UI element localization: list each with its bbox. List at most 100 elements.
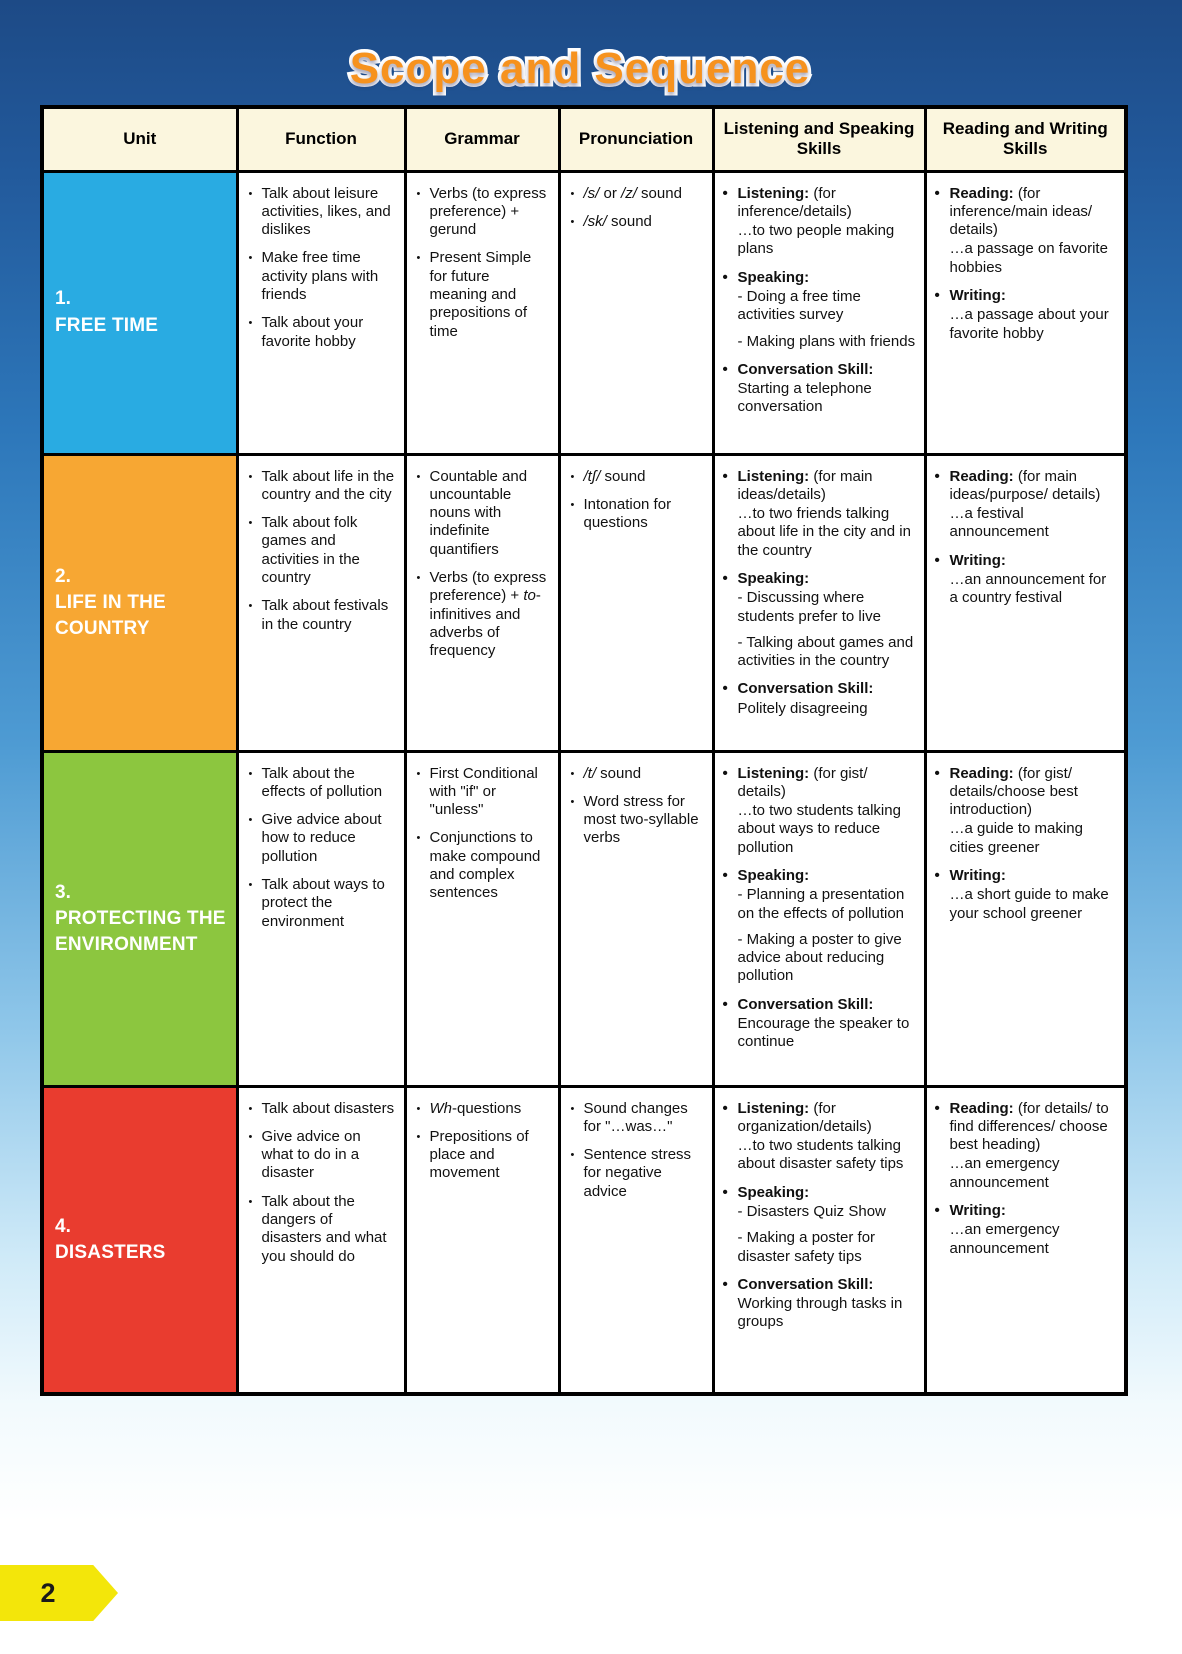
bullet-item: • Give advice on what to do in a disaster xyxy=(248,1127,361,1182)
unit-title: DISASTERS xyxy=(55,1242,166,1264)
column-header: Listening and Speaking Skills xyxy=(711,105,927,173)
bullet-icon: • xyxy=(248,1102,253,1115)
skill-item: • Speaking: - Planning a presentation on t… xyxy=(722,866,905,985)
skill-item: • Speaking: - Doing a free time activities… xyxy=(722,268,916,350)
listening-speaking-cell: • Listening: (for organization/details) …t… xyxy=(711,1084,927,1396)
reading-writing-cell: • Reading: (for inference/main ideas/ det… xyxy=(923,169,1128,456)
skill-item: • Speaking: - Discussing where students pr… xyxy=(722,569,914,670)
column-header: Pronunciation xyxy=(557,105,715,173)
bullet-icon: • xyxy=(416,252,421,265)
unit-title: FREE TIME xyxy=(55,314,159,336)
unit-cell: 2. LIFE IN THE COUNTRY xyxy=(40,452,239,753)
unit-title: PROTECTING THE ENVIRONMENT xyxy=(55,908,226,955)
bullet-item: • Talk about festivals in the country xyxy=(248,597,389,633)
reading-writing-cell: • Reading: (for gist/ details/choose best… xyxy=(923,749,1128,1088)
bullet-icon: • xyxy=(570,795,575,808)
bullet-item: • Sound changes for "…was…" xyxy=(570,1099,688,1135)
column-header: Function xyxy=(235,105,407,173)
bullet-icon: • xyxy=(934,467,940,485)
bullet-icon: • xyxy=(934,184,940,202)
skill-item: • Listening: (for gist/ details) …to two s… xyxy=(722,764,901,856)
bullet-icon: • xyxy=(248,1195,253,1208)
grammar-cell: • Verbs (to express preference) + gerund •… xyxy=(403,169,561,456)
bullet-item: • Verbs (to express preference) + gerund xyxy=(416,184,547,239)
bullet-icon: • xyxy=(722,1183,728,1201)
bullet-icon: • xyxy=(722,866,728,884)
skill-item: • Reading: (for inference/main ideas/ det… xyxy=(934,184,1108,276)
bullet-icon: • xyxy=(416,1102,421,1115)
bullet-icon: • xyxy=(722,184,728,202)
table-header-row: Unit Function Grammar Pronunciation Listenin… xyxy=(40,105,1128,173)
skill-item: • Conversation Skill: Politely disagreeing xyxy=(722,680,874,717)
skill-item: • Writing: …a passage about your favorite … xyxy=(934,286,1109,342)
column-header: Unit xyxy=(40,105,239,173)
bullet-icon: • xyxy=(934,764,940,782)
unit-title: LIFE IN THE COUNTRY xyxy=(55,592,166,639)
bullet-icon: • xyxy=(248,600,253,613)
function-cell: • Talk about life in the country and the … xyxy=(235,452,407,753)
function-cell: • Talk about disasters • Give advice on wha… xyxy=(235,1084,407,1396)
bullet-item: • Talk about leisure activities, likes, a… xyxy=(248,184,391,239)
bullet-icon: • xyxy=(248,252,253,265)
bullet-icon: • xyxy=(934,551,940,569)
bullet-icon: • xyxy=(248,1130,253,1143)
bullet-item: • Talk about the dangers of disasters and… xyxy=(248,1192,387,1265)
skill-item: • Writing: …an emergency announcement xyxy=(934,1201,1060,1257)
bullet-icon: • xyxy=(934,286,940,304)
column-header: Reading and Writing Skills xyxy=(923,105,1128,173)
skill-item: • Listening: (for organization/details) …t… xyxy=(722,1099,904,1173)
bullet-icon: • xyxy=(722,680,728,698)
skill-item: • Conversation Skill: Working through task… xyxy=(722,1275,903,1331)
bullet-item: • Word stress for most two-syllable verbs xyxy=(570,792,699,847)
unit-number: 4. xyxy=(55,1215,71,1237)
skill-item: • Conversation Skill: Starting a telephone… xyxy=(722,360,874,416)
bullet-item: • Talk about your favorite hobby xyxy=(248,314,364,350)
bullet-icon: • xyxy=(416,832,421,845)
bullet-item: • Talk about the effects of pollution xyxy=(248,764,383,800)
bullet-item: • Countable and uncountable nouns with in… xyxy=(416,467,528,558)
bullet-item: •/t/ sound xyxy=(570,764,642,782)
unit-row: 2. LIFE IN THE COUNTRY • Talk about life in… xyxy=(40,452,1128,753)
unit-cell: 4. DISASTERS xyxy=(40,1084,239,1396)
bullet-icon: • xyxy=(416,1130,421,1143)
bullet-item: • Talk about life in the country and the … xyxy=(248,467,395,503)
skill-item: • Reading: (for details/ to find differen… xyxy=(934,1099,1109,1191)
pronunciation-cell: •/t/ sound • Word stress for most two-syll… xyxy=(557,749,715,1088)
bullet-icon: • xyxy=(570,470,575,483)
bullet-icon: • xyxy=(248,187,253,200)
reading-writing-cell: • Reading: (for main ideas/purpose/ detai… xyxy=(923,452,1128,753)
unit-number: 1. xyxy=(55,288,71,310)
unit-number: 2. xyxy=(55,565,71,587)
bullet-icon: • xyxy=(248,517,253,530)
bullet-item: • Present Simple for future meaning and p… xyxy=(416,249,532,340)
bullet-icon: • xyxy=(722,1275,728,1293)
bullet-item: • Give advice about how to reduce polluti… xyxy=(248,811,382,865)
skill-item: • Speaking: - Disasters Quiz Show - Making … xyxy=(722,1183,886,1265)
bullet-item: •/s/ or /z/ sound xyxy=(570,184,682,202)
bullet-icon: • xyxy=(722,764,728,782)
bullet-icon: • xyxy=(570,1102,575,1115)
bullet-item: •/tʃ/ sound xyxy=(570,467,646,485)
bullet-item: • First Conditional with "if" or "unless" xyxy=(416,764,538,819)
listening-speaking-cell: • Listening: (for main ideas/details) …to … xyxy=(711,452,927,753)
bullet-icon: • xyxy=(722,995,728,1013)
bullet-item: • Talk about ways to protect the environm… xyxy=(248,875,385,930)
scope-sequence-table: Unit Function Grammar Pronunciation Listenin… xyxy=(40,105,1128,1396)
bullet-icon: • xyxy=(416,470,421,483)
bullet-item: • Verbs (to express preference) + to-infi… xyxy=(416,568,547,660)
bullet-icon: • xyxy=(248,814,253,827)
bullet-icon: • xyxy=(248,470,253,483)
listening-speaking-cell: • Listening: (for gist/ details) …to two s… xyxy=(711,749,927,1088)
skill-item: • Listening: (for inference/details) …to t… xyxy=(722,184,895,258)
page-title: Scope and Sequence xyxy=(346,41,813,97)
pronunciation-cell: •/s/ or /z/ sound •/sk/ sound xyxy=(557,169,715,456)
page-number: 2 xyxy=(40,1577,56,1608)
column-header: Grammar xyxy=(403,105,561,173)
bullet-item: • Talk about disasters xyxy=(248,1099,395,1117)
bullet-item: • Talk about folk games and activities in… xyxy=(248,514,360,586)
bullet-icon: • xyxy=(570,767,575,780)
bullet-icon: • xyxy=(416,571,421,584)
bullet-icon: • xyxy=(416,767,421,780)
bullet-icon: • xyxy=(248,878,253,891)
bullet-item: • Conjunctions to make compound and compl… xyxy=(416,829,541,902)
